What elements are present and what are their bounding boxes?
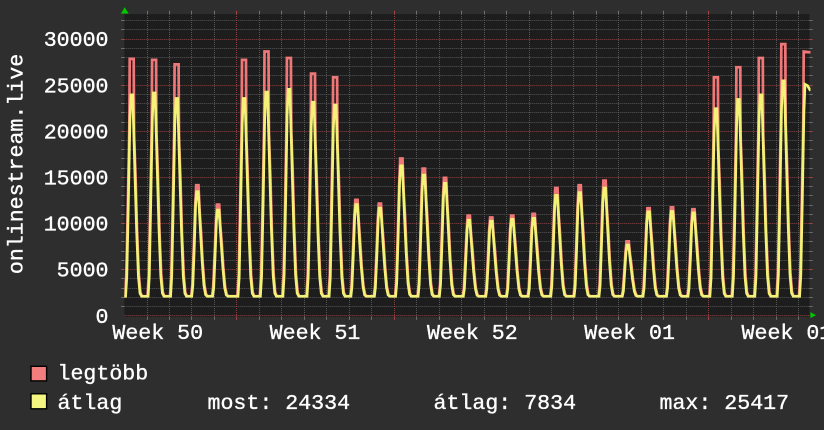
svg-text:30000: 30000 [44, 29, 109, 53]
svg-text:25000: 25000 [44, 75, 109, 99]
svg-text:max: 25417: max: 25417 [660, 392, 790, 416]
svg-text:15000: 15000 [44, 168, 109, 192]
svg-text:Week 51: Week 51 [270, 322, 361, 346]
svg-text:20000: 20000 [44, 121, 109, 145]
svg-text:onlinestream.live: onlinestream.live [6, 54, 30, 274]
svg-text:most: 24334: most: 24334 [208, 392, 351, 416]
svg-text:Week 01: Week 01 [584, 322, 675, 346]
svg-text:átlag: átlag [58, 392, 123, 416]
svg-text:0: 0 [96, 306, 109, 330]
svg-text:Week 50: Week 50 [112, 322, 203, 346]
svg-text:10000: 10000 [44, 214, 109, 238]
svg-text:5000: 5000 [57, 260, 109, 284]
svg-text:legtöbb: legtöbb [58, 363, 149, 387]
svg-text:Week 01: Week 01 [742, 322, 824, 346]
svg-text:Week 52: Week 52 [427, 322, 518, 346]
svg-text:átlag: 7834: átlag: 7834 [434, 392, 577, 416]
